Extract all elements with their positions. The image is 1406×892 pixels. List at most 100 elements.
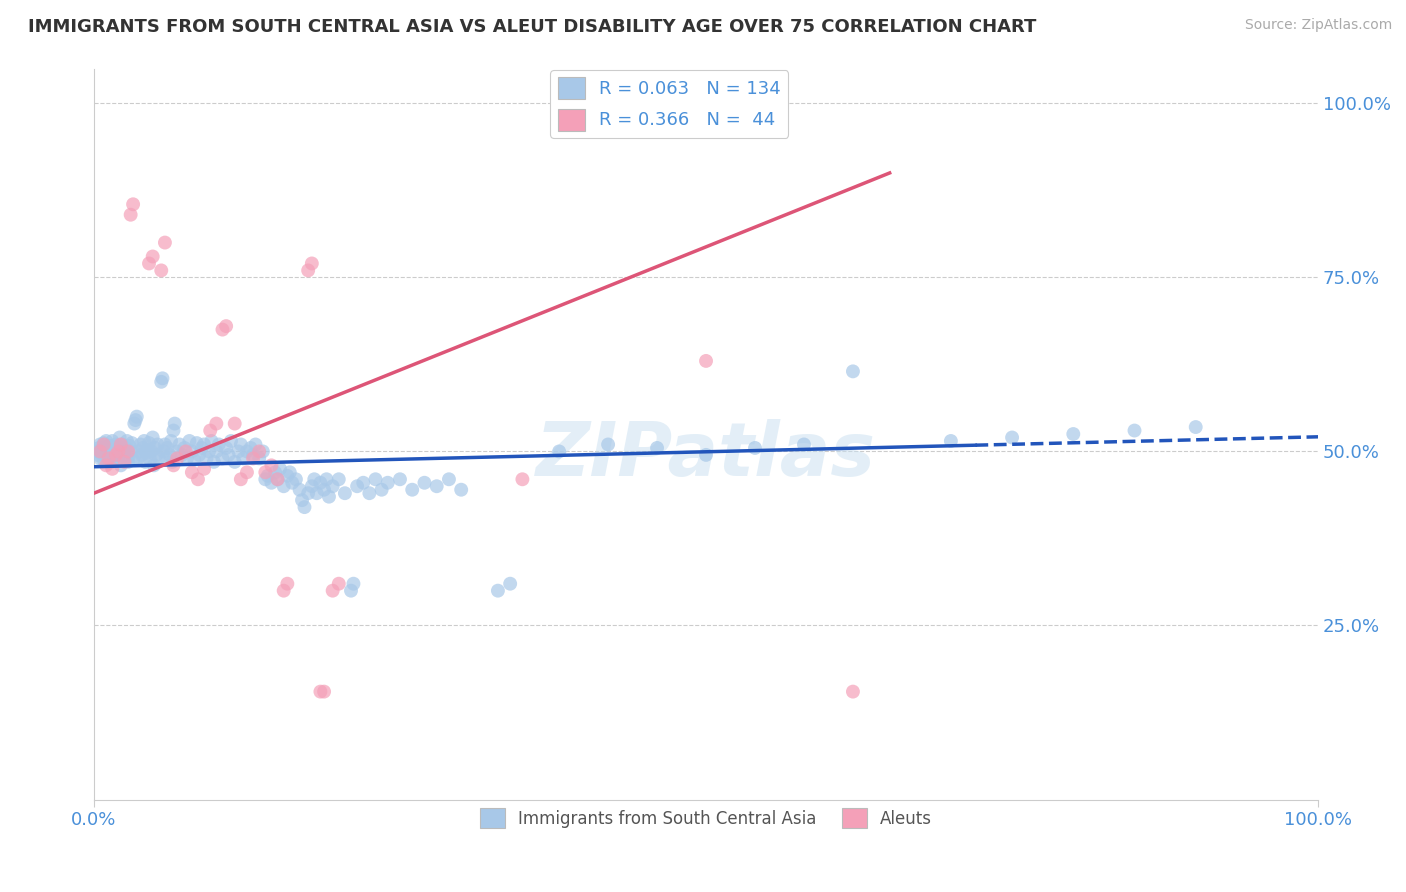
Point bbox=[170, 448, 193, 462]
Point bbox=[328, 576, 350, 591]
Point bbox=[224, 455, 246, 469]
Point bbox=[276, 468, 298, 483]
Point bbox=[291, 493, 314, 508]
Point bbox=[256, 468, 278, 483]
Point bbox=[208, 437, 231, 451]
Point bbox=[124, 417, 146, 431]
Point bbox=[96, 434, 118, 448]
Point bbox=[744, 441, 766, 455]
Point bbox=[312, 483, 335, 497]
Point bbox=[152, 371, 174, 385]
Point bbox=[198, 444, 221, 458]
Point bbox=[176, 451, 198, 466]
Point bbox=[252, 444, 274, 458]
Point bbox=[499, 576, 522, 591]
Point bbox=[340, 583, 363, 598]
Point bbox=[93, 437, 115, 451]
Point bbox=[121, 436, 143, 450]
Point bbox=[86, 448, 108, 462]
Point bbox=[143, 441, 166, 455]
Point bbox=[264, 465, 287, 479]
Point bbox=[173, 441, 195, 455]
Point bbox=[242, 448, 264, 462]
Point bbox=[297, 263, 319, 277]
Point bbox=[200, 424, 222, 438]
Point bbox=[229, 472, 252, 486]
Point bbox=[193, 437, 215, 451]
Point bbox=[309, 475, 332, 490]
Point bbox=[1062, 427, 1084, 442]
Point bbox=[426, 479, 449, 493]
Text: ZIPatlas: ZIPatlas bbox=[536, 419, 876, 492]
Point bbox=[93, 452, 115, 467]
Point bbox=[91, 443, 114, 458]
Point bbox=[153, 437, 176, 451]
Point bbox=[202, 455, 225, 469]
Point bbox=[122, 197, 145, 211]
Point bbox=[186, 436, 208, 450]
Point bbox=[297, 486, 319, 500]
Point bbox=[352, 475, 374, 490]
Point bbox=[224, 417, 246, 431]
Point bbox=[195, 451, 218, 466]
Point bbox=[228, 444, 250, 458]
Point bbox=[134, 455, 156, 469]
Point bbox=[245, 437, 267, 451]
Point bbox=[160, 434, 183, 448]
Point bbox=[134, 434, 156, 448]
Point bbox=[284, 472, 307, 486]
Point bbox=[301, 256, 323, 270]
Point bbox=[236, 465, 259, 479]
Point bbox=[107, 444, 129, 458]
Point bbox=[148, 451, 170, 466]
Point bbox=[695, 448, 717, 462]
Point bbox=[127, 451, 149, 466]
Point bbox=[598, 437, 620, 451]
Point bbox=[166, 444, 188, 458]
Point bbox=[512, 472, 534, 486]
Point bbox=[346, 479, 368, 493]
Point bbox=[162, 458, 184, 473]
Point bbox=[112, 444, 135, 458]
Point bbox=[842, 684, 865, 698]
Point bbox=[100, 450, 122, 464]
Point bbox=[110, 458, 132, 473]
Point bbox=[162, 424, 184, 438]
Point bbox=[101, 462, 124, 476]
Point bbox=[242, 451, 264, 466]
Point bbox=[215, 441, 238, 455]
Point bbox=[328, 472, 350, 486]
Point bbox=[104, 437, 127, 451]
Point bbox=[205, 444, 228, 458]
Point bbox=[120, 208, 142, 222]
Point bbox=[162, 455, 184, 469]
Point bbox=[364, 472, 387, 486]
Point bbox=[276, 576, 298, 591]
Point bbox=[93, 436, 115, 450]
Point bbox=[247, 451, 270, 466]
Point bbox=[377, 475, 399, 490]
Point bbox=[174, 444, 197, 458]
Point bbox=[96, 458, 118, 473]
Point bbox=[269, 462, 291, 476]
Point bbox=[120, 444, 142, 458]
Point bbox=[301, 479, 323, 493]
Point bbox=[281, 475, 304, 490]
Point bbox=[114, 441, 136, 455]
Point bbox=[413, 475, 436, 490]
Point bbox=[842, 364, 865, 378]
Point bbox=[169, 437, 191, 451]
Point bbox=[318, 490, 340, 504]
Point bbox=[939, 434, 962, 448]
Point bbox=[187, 472, 209, 486]
Point bbox=[115, 434, 138, 448]
Point bbox=[260, 458, 283, 473]
Point bbox=[96, 441, 118, 455]
Point bbox=[128, 444, 150, 458]
Point bbox=[142, 458, 165, 473]
Point bbox=[142, 430, 165, 444]
Point bbox=[266, 472, 288, 486]
Point bbox=[695, 354, 717, 368]
Point bbox=[236, 444, 259, 458]
Point bbox=[96, 451, 118, 466]
